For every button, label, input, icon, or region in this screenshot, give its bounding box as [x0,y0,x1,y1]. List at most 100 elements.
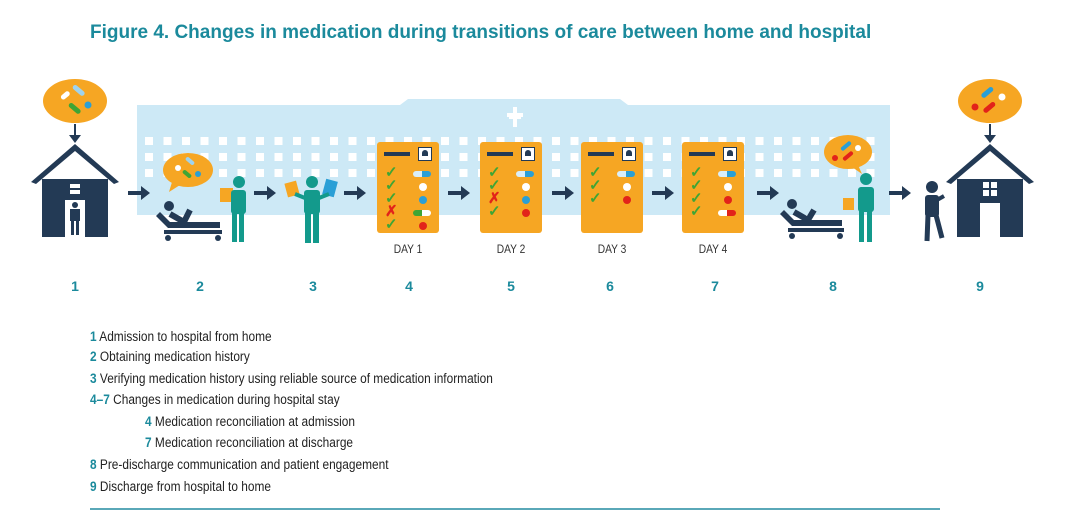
arrow-right-icon [448,186,470,200]
hospital-window [163,137,172,145]
check-icon: ✓ [690,190,703,207]
hospital-window [700,137,708,145]
capsule-red-pill-icon [718,210,736,216]
hospital-window [311,137,320,145]
legend-text: Pre-discharge communication and patient … [99,457,389,472]
hospital-window [755,153,764,161]
hospital-window [792,169,801,177]
chart-header-bar [384,152,410,156]
step-number: 5 [507,278,515,294]
check-icon: ✓ [385,164,398,181]
legend-item: 4–7 Changes in medication during hospita… [90,392,340,407]
hospital-window [829,169,838,177]
hospital-window [219,169,227,177]
hospital-window [552,153,560,161]
hospital-window [552,169,560,177]
home-discharge-icon [924,79,1034,242]
hospital-window [589,137,597,145]
round-red-pill-icon [623,196,631,204]
hospital-window [811,153,819,161]
hospital-window [570,153,579,161]
step-number: 9 [976,278,984,294]
chart-header-bar [588,152,614,156]
hospital-window [441,169,449,177]
hospital-window [755,169,764,177]
round-white-pill-icon [419,183,427,191]
hospital-window [570,137,579,145]
medication-chart-day-4: ✓ ✓ ✓ ✓ [682,142,744,233]
hospital-window [441,153,449,161]
hospital-window [293,137,301,145]
hospital-window [274,169,283,177]
legend-number: 9 [90,479,97,494]
hospital-window [404,137,412,145]
day-label: DAY 4 [698,242,728,256]
hospital-window [385,137,394,145]
hospital-window [663,169,671,177]
check-icon: ✓ [488,203,501,220]
hospital-window [718,137,727,145]
hospital-window [256,169,264,177]
medication-chart-day-2: ✓ ✓ ✗ ✓ [480,142,542,233]
medication-row: ✓ [385,217,433,234]
hospital-window [200,153,209,161]
arrow-right-icon [652,186,674,200]
hospital-window [459,169,468,177]
legend-text: Admission to hospital from home [99,329,272,344]
hospital-window [626,137,634,145]
arrow-right-icon [254,186,276,200]
legend-text: Discharge from hospital to home [99,479,271,494]
hospital-window [478,137,486,145]
hospital-window [811,137,819,145]
hospital-window [644,137,653,145]
medication-row: ✓ [385,191,433,208]
legend-item: 4 Medication reconciliation at admission [145,414,355,429]
hospital-window [330,169,338,177]
hospital-window [367,137,375,145]
medication-row: ✓ [589,165,637,182]
medication-row: ✓ [690,165,738,182]
patient-history-icon [156,153,246,242]
legend-number: 2 [90,349,97,364]
medication-row: ✓ [385,164,433,182]
round-blue-pill-icon [419,196,427,204]
day-label: DAY 3 [597,242,627,256]
check-icon: ✓ [690,203,703,220]
check-icon: ✓ [488,164,501,181]
hospital-window [681,137,690,145]
hospital-window [792,153,801,161]
clinician-verifying-icon [284,176,338,243]
hospital-window [552,137,560,145]
legend-text: Medication reconciliation at discharge [154,435,354,450]
patient-photo-icon [723,147,737,161]
hospital-window [367,153,375,161]
hospital-window [237,169,246,177]
hospital-window [348,137,357,145]
medication-row: ✓ [589,191,637,208]
legend-item: 7 Medication reconciliation at discharge [145,435,353,450]
round-red-pill-icon [724,196,732,204]
legend-text: Obtaining medication history [99,349,250,364]
hospital-window [607,137,616,145]
medication-row: ✓ [385,178,433,195]
arrow-right-icon [757,186,779,200]
hospital-window [459,153,468,161]
cross-icon: ✗ [488,190,501,207]
legend-number: 3 [90,371,97,386]
hospital-window [663,137,671,145]
hospital-window [515,137,523,145]
arrow-right-icon [344,186,366,200]
hospital-window [311,169,320,177]
hospital-window [367,169,375,177]
patient-photo-icon [622,147,636,161]
round-blue-pill-icon [522,196,530,204]
hospital-window [256,137,264,145]
medication-row: ✓ [690,203,738,221]
hospital-window [866,169,875,177]
hospital-window [145,169,153,177]
chart-header-bar [487,152,513,156]
legend-number: 4 [145,414,152,429]
hospital-window [792,137,801,145]
hospital-window [200,137,209,145]
